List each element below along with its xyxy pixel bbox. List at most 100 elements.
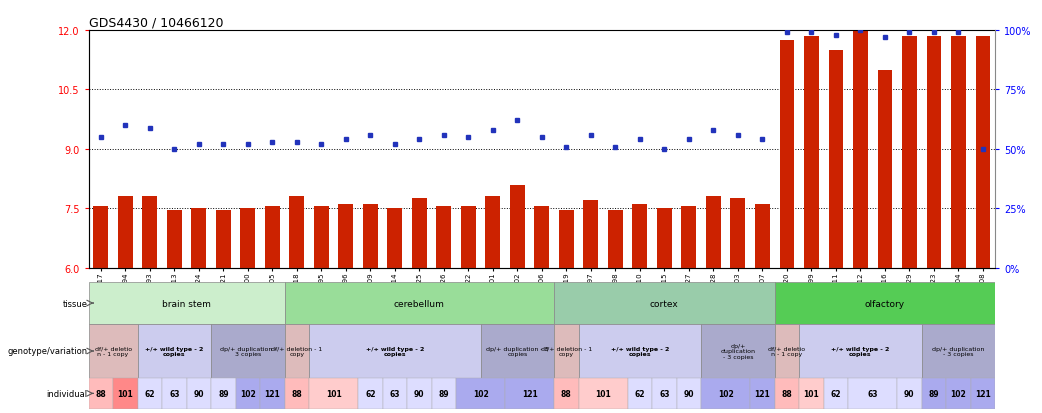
Bar [187,378,212,409]
Bar [118,197,132,268]
Bar [535,207,549,268]
Text: 121: 121 [975,389,991,398]
Bar [431,378,456,409]
Bar [578,324,701,378]
Text: 102: 102 [240,389,255,398]
Text: 89: 89 [439,389,449,398]
Bar [627,378,652,409]
Text: df/+ deletion - 1
copy: df/+ deletion - 1 copy [271,346,322,356]
Bar [510,185,525,268]
Bar [652,378,676,409]
Bar [284,282,554,324]
Bar [730,199,745,268]
Bar [339,205,353,268]
Bar [505,378,554,409]
Bar [706,197,721,268]
Bar [265,207,279,268]
Bar [701,378,750,409]
Bar [774,282,995,324]
Bar [314,207,328,268]
Bar [975,37,990,268]
Bar [309,324,480,378]
Text: 90: 90 [904,389,915,398]
Text: 88: 88 [96,389,106,398]
Bar [114,378,138,409]
Bar [823,378,848,409]
Text: 63: 63 [390,389,400,398]
Text: 63: 63 [867,389,877,398]
Bar [192,209,206,268]
Text: 121: 121 [522,389,538,398]
Bar [774,324,799,378]
Text: dp/+ duplication -
3 copies: dp/+ duplication - 3 copies [220,346,276,356]
Bar [456,378,505,409]
Text: 88: 88 [782,389,792,398]
Bar [848,378,897,409]
Bar [235,378,260,409]
Bar [163,378,187,409]
Text: +/+ wild type - 2
copies: +/+ wild type - 2 copies [832,346,890,356]
Bar [951,37,966,268]
Bar [388,209,402,268]
Bar [681,207,696,268]
Text: 102: 102 [718,389,734,398]
Bar [437,207,451,268]
Bar [89,378,114,409]
Text: 90: 90 [414,389,424,398]
Bar [480,324,554,378]
Bar [853,31,868,268]
Text: 62: 62 [830,389,841,398]
Bar [658,209,672,268]
Text: 102: 102 [950,389,966,398]
Bar [554,378,578,409]
Text: 62: 62 [145,389,155,398]
Bar [241,209,255,268]
Bar [877,71,892,268]
Bar [407,378,431,409]
Bar [554,324,578,378]
Text: 121: 121 [754,389,770,398]
Bar [632,205,647,268]
Bar [143,197,157,268]
Text: 62: 62 [635,389,645,398]
Bar [779,41,794,268]
Bar [774,378,799,409]
Bar [167,211,181,268]
Text: olfactory: olfactory [865,299,904,308]
Text: brain stem: brain stem [163,299,212,308]
Bar [358,378,382,409]
Text: 90: 90 [194,389,204,398]
Text: df/+ deletion - 1
copy: df/+ deletion - 1 copy [541,346,592,356]
Bar [212,324,284,378]
Bar [290,197,304,268]
Bar [363,205,377,268]
Text: df/+ deletio
n - 1 copy: df/+ deletio n - 1 copy [768,346,805,356]
Text: 101: 101 [326,389,342,398]
Bar [260,378,284,409]
Bar [799,324,921,378]
Text: dp/+ duplication
- 3 copies: dp/+ duplication - 3 copies [933,346,985,356]
Bar [554,282,774,324]
Bar [412,199,426,268]
Text: 63: 63 [169,389,179,398]
Text: 88: 88 [292,389,302,398]
Bar [584,201,598,268]
Bar [216,211,230,268]
Text: 89: 89 [218,389,228,398]
Bar [828,51,843,268]
Text: df/+ deletio
n - 1 copy: df/+ deletio n - 1 copy [95,346,131,356]
Text: 102: 102 [473,389,489,398]
Bar [578,378,627,409]
Bar [921,378,946,409]
Text: +/+ wild type - 2
copies: +/+ wild type - 2 copies [611,346,669,356]
Bar [284,378,309,409]
Bar [799,378,823,409]
Bar [701,324,774,378]
Text: tissue: tissue [63,299,88,308]
Text: 63: 63 [660,389,670,398]
Bar [755,205,770,268]
Bar [970,378,995,409]
Bar [897,378,921,409]
Bar [902,37,917,268]
Bar [559,211,574,268]
